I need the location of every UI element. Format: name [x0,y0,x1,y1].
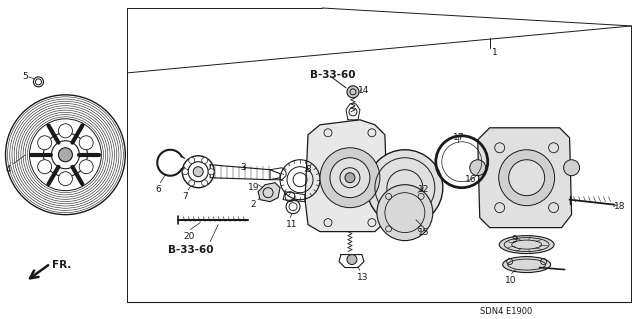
Text: SDN4 E1900: SDN4 E1900 [480,308,532,316]
Circle shape [189,180,195,186]
Text: 9: 9 [512,234,517,244]
Text: 18: 18 [614,202,625,211]
Text: 13: 13 [357,272,369,282]
Circle shape [58,148,72,162]
Text: 7: 7 [182,192,188,201]
Text: 16: 16 [465,175,476,184]
Ellipse shape [499,236,554,254]
Text: 5: 5 [22,72,28,81]
Text: 20: 20 [183,232,195,241]
Text: 4: 4 [6,165,11,174]
Polygon shape [477,128,572,228]
Circle shape [470,160,486,176]
Text: 6: 6 [156,185,161,194]
Circle shape [564,160,580,176]
Circle shape [189,158,195,163]
Circle shape [347,255,357,264]
Text: 2: 2 [250,200,256,209]
Circle shape [509,160,545,196]
Circle shape [79,160,93,174]
Polygon shape [305,120,388,232]
Circle shape [377,185,433,241]
Text: 11: 11 [286,220,298,229]
Circle shape [345,173,355,183]
Text: 3: 3 [240,163,246,172]
Circle shape [202,158,208,163]
Text: 1: 1 [492,48,497,57]
Circle shape [58,172,72,186]
Circle shape [330,158,370,198]
Text: B-33-60: B-33-60 [310,70,355,80]
Text: 15: 15 [418,228,429,237]
Circle shape [38,136,52,150]
Circle shape [320,148,380,208]
Circle shape [182,169,188,175]
Text: 12: 12 [418,185,429,194]
Circle shape [208,169,214,175]
Circle shape [193,167,203,177]
Circle shape [202,180,208,186]
Circle shape [347,86,359,98]
Polygon shape [258,183,280,202]
Text: 17: 17 [452,133,464,142]
Circle shape [79,136,93,150]
Text: 14: 14 [358,86,369,95]
Text: 8: 8 [305,165,311,174]
Text: FR.: FR. [52,260,72,270]
Circle shape [58,124,72,138]
Text: 10: 10 [505,276,516,285]
Circle shape [367,150,443,226]
Circle shape [499,150,555,206]
Text: B-33-60: B-33-60 [168,245,214,255]
Ellipse shape [502,256,550,272]
Text: 19: 19 [248,183,260,192]
Circle shape [38,160,52,174]
